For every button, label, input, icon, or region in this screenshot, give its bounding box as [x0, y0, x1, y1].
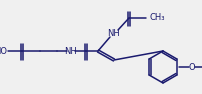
- Text: HO: HO: [0, 47, 7, 55]
- Text: NH: NH: [64, 47, 77, 55]
- Text: CH₃: CH₃: [149, 14, 165, 22]
- Text: O: O: [188, 63, 194, 72]
- Text: NH: NH: [107, 28, 120, 38]
